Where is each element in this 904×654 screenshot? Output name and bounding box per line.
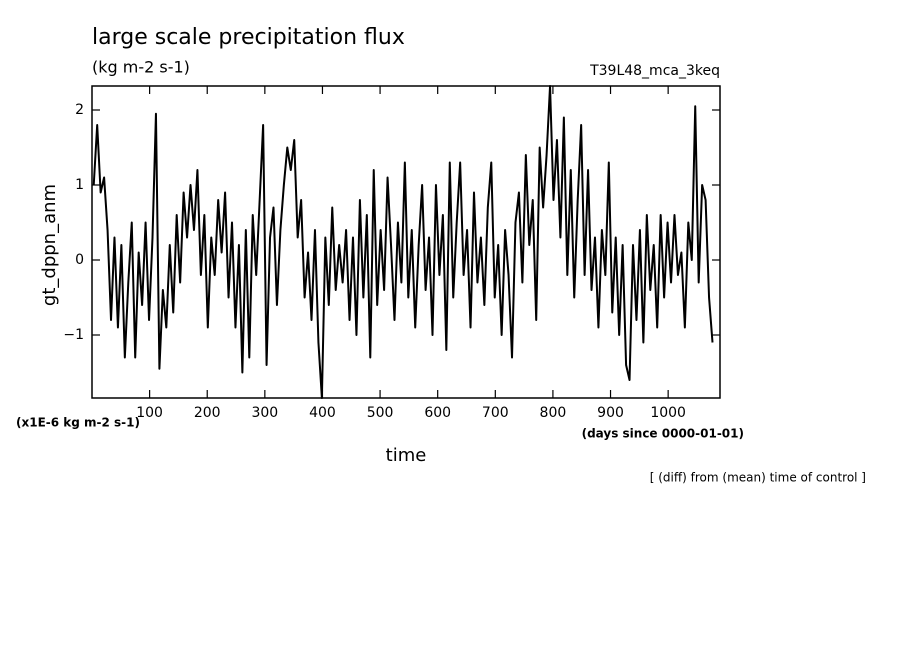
chart-title: large scale precipitation flux bbox=[92, 25, 405, 50]
x-tick-label: 800 bbox=[540, 405, 567, 421]
x-tick-label: 700 bbox=[482, 405, 509, 421]
x-units: (days since 0000-01-01) bbox=[582, 427, 744, 441]
x-tick-label: 300 bbox=[251, 405, 278, 421]
x-tick-label: 400 bbox=[309, 405, 336, 421]
x-axis-label: time bbox=[386, 445, 427, 466]
y-tick-label: 1 bbox=[75, 177, 84, 193]
y-units: (x1E-6 kg m-2 s-1) bbox=[16, 416, 140, 430]
x-tick-label: 200 bbox=[194, 405, 221, 421]
x-tick-label: 1000 bbox=[650, 405, 686, 421]
y-tick-label: 0 bbox=[75, 252, 84, 268]
plot-frame bbox=[91, 85, 721, 399]
x-tick-label: 600 bbox=[424, 405, 451, 421]
x-tick-label: 500 bbox=[367, 405, 394, 421]
y-axis-label: gt_dppn_anm bbox=[39, 184, 60, 306]
x-tick-label: 900 bbox=[597, 405, 624, 421]
x-tick-label: 100 bbox=[136, 405, 163, 421]
chart-subtitle: (kg m-2 s-1) bbox=[92, 58, 190, 77]
run-label: T39L48_mca_3keq bbox=[589, 63, 720, 79]
data-line bbox=[92, 85, 714, 399]
y-tick-label: 2 bbox=[75, 102, 84, 118]
annotation: [ (diff) from (mean) time of control ] bbox=[650, 471, 866, 485]
y-tick-label: −1 bbox=[63, 327, 84, 343]
